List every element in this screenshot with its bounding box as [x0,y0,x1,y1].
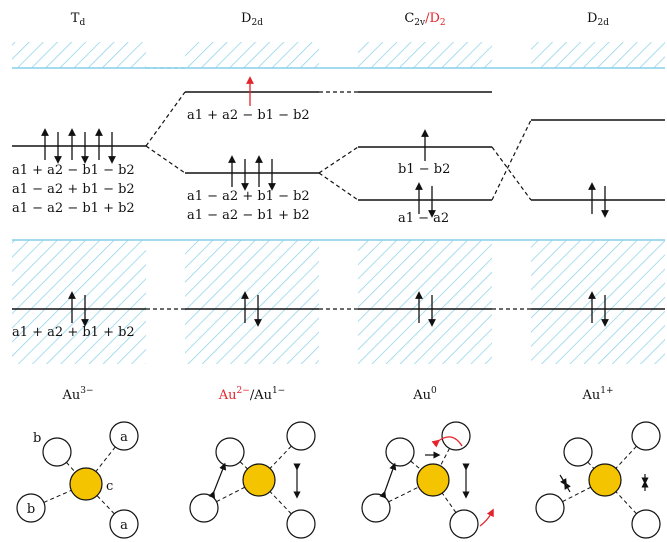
site-label-a-top: a [120,430,128,445]
site-label-center: c [106,479,113,494]
cluster-1 [16,421,139,539]
charge-col3: Au0 [412,386,437,403]
svg-text:a1 − a2 + b1 − b2: a1 − a2 + b1 − b2 [187,189,310,204]
cluster-4 [535,421,661,539]
header-col2: D2d [241,11,263,28]
level-labels: a1 + a2 − b1 − b2 a1 − a2 + b1 − b2 a1 −… [12,108,450,340]
charge-col1: Au3− [61,386,93,403]
svg-text:a1 − a2 − b1 + b2: a1 − a2 − b1 + b2 [12,201,135,216]
svg-text:a1 + a2 + b1 + b2: a1 + a2 + b1 + b2 [12,325,135,340]
svg-text:a1 − a2: a1 − a2 [398,211,449,226]
cluster-3 [361,421,494,539]
svg-text:a1 − a2 + b1 − b2: a1 − a2 + b1 − b2 [12,182,135,197]
charge-col2: Au2−/Au1− [218,386,285,403]
correlation-lines [145,91,532,310]
svg-text:b1 − b2: b1 − b2 [398,162,450,177]
header-col1: Td [71,11,86,28]
header-col3: C2v/D2 [404,11,445,28]
site-label-b-bottom: b [27,502,35,517]
svg-text:a1 + a2 − b1 − b2: a1 + a2 − b1 − b2 [12,163,135,178]
bottom-bands [12,239,665,364]
top-bands [12,42,665,69]
site-label-b-top: b [33,431,41,446]
cluster-2 [189,421,316,539]
header-col4: D2d [587,11,609,28]
svg-text:a1 + a2 − b1 − b2: a1 + a2 − b1 − b2 [187,108,310,123]
charge-col4: Au1+ [581,386,613,403]
svg-text:a1 − a2 − b1 + b2: a1 − a2 − b1 + b2 [187,208,310,223]
site-label-a-bottom: a [120,518,128,533]
electron-spins [41,128,609,327]
energy-levels [12,91,665,310]
